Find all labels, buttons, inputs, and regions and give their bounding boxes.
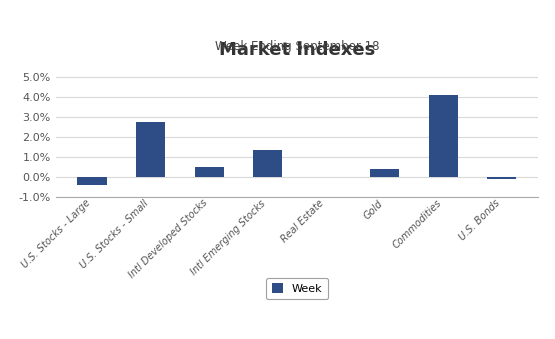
Bar [370,168,400,177]
Bar [194,166,224,177]
Bar [428,95,458,177]
Bar [136,122,165,177]
Bar [78,177,107,185]
Bar [253,149,282,177]
Legend: Week: Week [266,278,328,299]
Bar [487,177,516,179]
Title: Week Ending September 18: Week Ending September 18 [215,40,379,53]
Text: Market Indexes: Market Indexes [219,41,375,59]
